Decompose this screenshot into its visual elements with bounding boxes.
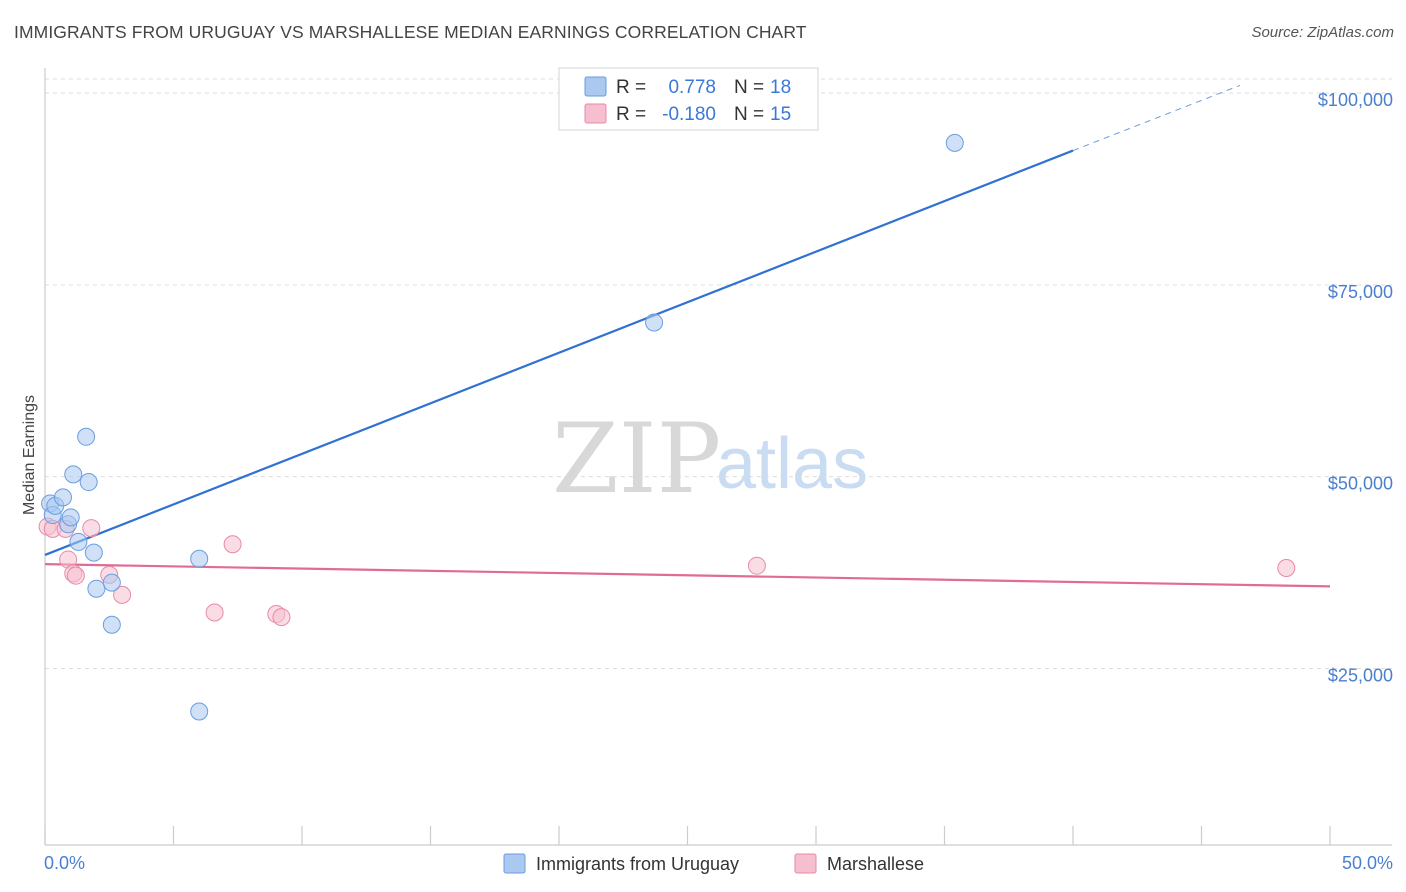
trend-line-marshallese [44, 563, 1331, 588]
point-uruguay-16 [645, 313, 664, 332]
point-marshallese-6 [82, 519, 101, 538]
watermark-atlas: atlas [716, 424, 868, 504]
point-marshallese-8 [113, 585, 132, 604]
chart-title: IMMIGRANTS FROM URUGUAY VS MARSHALLESE M… [14, 22, 807, 42]
point-uruguay-5 [61, 508, 80, 527]
point-marshallese-9 [205, 603, 224, 622]
point-uruguay-13 [102, 573, 121, 592]
legend-n-value-2: 15 [770, 104, 791, 125]
legend-n-label-2: N = [734, 104, 764, 125]
gridlines [45, 78, 1392, 670]
point-marshallese-5 [66, 566, 85, 585]
point-uruguay-11 [87, 579, 106, 598]
bottom-legend-swatch-marshallese [794, 853, 817, 874]
axes [44, 68, 1392, 846]
point-marshallese-13 [747, 556, 766, 575]
y-tick-label-0: $25,000 [1328, 666, 1393, 686]
point-marshallese-10 [223, 535, 242, 554]
y-tick-label-3: $100,000 [1318, 90, 1393, 110]
correlation-legend: R = 0.778 N = 18 R = -0.180 N = 15 [558, 67, 819, 131]
bottom-legend-label-marshallese: Marshallese [827, 854, 924, 874]
source-label: Source: ZipAtlas.com [1251, 24, 1394, 41]
point-uruguay-9 [79, 473, 98, 492]
point-marshallese-12 [272, 608, 291, 627]
legend-r-label-1: R = [616, 77, 646, 98]
legend-n-label-1: N = [734, 77, 764, 98]
legend-r-label-2: R = [616, 104, 646, 125]
x-tick-label-max: 50.0% [1342, 853, 1393, 873]
x-tick-label-min: 0.0% [44, 853, 85, 873]
point-uruguay-6 [64, 465, 83, 484]
series-legend: Immigrants from Uruguay Marshallese [503, 853, 924, 874]
trend-line-uruguay-extension [1072, 84, 1241, 152]
point-uruguay-7 [69, 532, 88, 551]
y-tick-label-2: $75,000 [1328, 282, 1393, 302]
data-points [38, 133, 1296, 721]
trend-lines [44, 84, 1331, 588]
y-axis-label: Median Earnings [21, 395, 38, 515]
legend-r-value-2: -0.180 [662, 104, 716, 125]
point-uruguay-15 [190, 702, 209, 721]
legend-n-value-1: 18 [770, 77, 791, 98]
bottom-legend-label-uruguay: Immigrants from Uruguay [536, 854, 739, 874]
watermark-zip: ZIP [552, 403, 721, 515]
point-uruguay-12 [102, 615, 121, 634]
legend-r-value-1: 0.778 [668, 77, 716, 98]
legend-swatch-uruguay [584, 76, 607, 97]
point-marshallese-14 [1277, 558, 1296, 577]
point-uruguay-14 [190, 549, 209, 568]
legend-swatch-marshallese [584, 103, 607, 124]
watermark: ZIP atlas [552, 403, 868, 515]
point-uruguay-3 [53, 488, 72, 507]
trend-line-uruguay [44, 149, 1074, 556]
point-uruguay-10 [84, 543, 103, 562]
point-uruguay-17 [945, 133, 964, 152]
y-tick-label-1: $50,000 [1328, 474, 1393, 494]
point-uruguay-8 [77, 427, 96, 446]
y-tick-labels: $25,000 $50,000 $75,000 $100,000 [1318, 90, 1393, 685]
bottom-legend-swatch-uruguay [503, 853, 526, 874]
